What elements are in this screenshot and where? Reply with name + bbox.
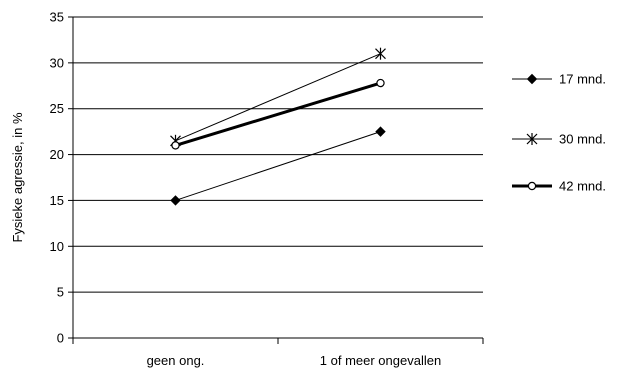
legend: 17 mnd. 30 mnd. 42 mnd. <box>512 72 606 194</box>
series-3 <box>171 78 385 150</box>
diamond-marker <box>170 195 181 206</box>
y-tick-labels: 0 5 10 15 20 25 30 35 <box>50 10 64 346</box>
asterisk-marker <box>375 47 386 60</box>
axes <box>68 16 484 344</box>
series-1 <box>170 126 386 206</box>
y-axis-title: Fysieke agressie, in % <box>10 112 25 242</box>
y-tick-label: 30 <box>50 55 64 70</box>
y-tick-label: 35 <box>50 10 64 25</box>
y-tick-label: 20 <box>50 147 64 162</box>
series-line <box>175 81 381 147</box>
series-group <box>170 47 386 206</box>
asterisk-marker <box>526 133 538 145</box>
legend-item: 30 mnd. <box>512 132 606 147</box>
x-category-label: geen ong. <box>147 353 205 368</box>
x-category-labels: geen ong. 1 of meer ongevallen <box>147 353 442 368</box>
legend-label: 30 mnd. <box>559 132 606 147</box>
legend-label: 42 mnd. <box>559 179 606 194</box>
y-tick-label: 25 <box>50 101 64 116</box>
y-tick-label: 15 <box>50 193 64 208</box>
series-line <box>175 53 381 142</box>
legend-item: 42 mnd. <box>512 179 606 194</box>
diamond-marker <box>526 73 538 85</box>
series-line <box>175 131 381 201</box>
y-tick-label: 10 <box>50 239 64 254</box>
diamond-marker <box>375 126 386 137</box>
y-tick-label: 0 <box>57 331 64 346</box>
circle-marker <box>376 78 385 88</box>
gridlines <box>73 16 483 293</box>
circle-marker <box>527 181 537 191</box>
y-tick-label: 5 <box>57 285 64 300</box>
circle-marker <box>171 141 180 150</box>
legend-item: 17 mnd. <box>512 72 606 87</box>
x-category-label: 1 of meer ongevallen <box>320 353 441 368</box>
legend-label: 17 mnd. <box>559 72 606 87</box>
